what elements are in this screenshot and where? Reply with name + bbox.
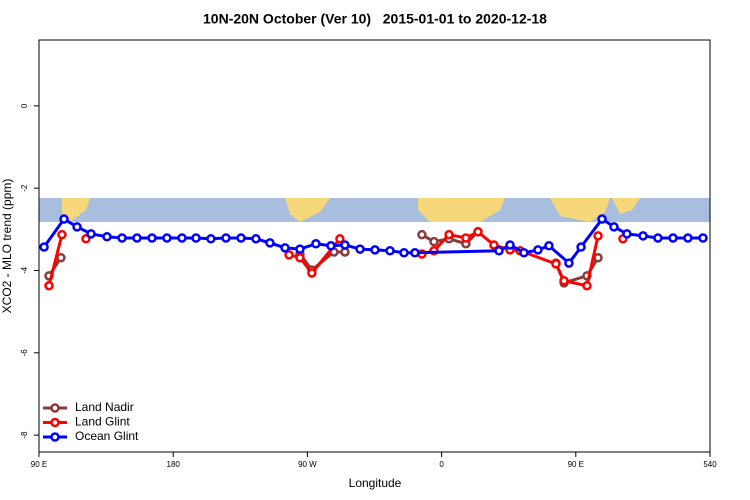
point: [236, 233, 246, 243]
point: [597, 214, 607, 224]
point: [132, 233, 142, 243]
legend-marker: [50, 403, 60, 413]
point: [461, 233, 471, 243]
point: [221, 233, 231, 243]
point: [609, 222, 619, 232]
y-tick-label: -2: [20, 184, 29, 192]
point: [295, 244, 305, 254]
point: [559, 276, 569, 286]
point: [251, 234, 261, 244]
point: [683, 233, 693, 243]
point: [593, 252, 603, 263]
point: [505, 240, 515, 250]
point: [284, 250, 294, 260]
y-tick-label: -4: [20, 266, 29, 274]
point: [39, 242, 49, 252]
x-tick-label: 90 W: [298, 460, 317, 469]
legend-marker: [50, 432, 60, 442]
point: [533, 245, 543, 255]
point: [355, 244, 365, 254]
x-tick-label: 540: [703, 460, 717, 469]
point: [147, 233, 157, 243]
point: [417, 229, 427, 240]
series-line: [42, 217, 703, 266]
point: [399, 248, 409, 258]
point: [162, 233, 172, 243]
point: [86, 229, 96, 239]
y-tick-label: 0: [20, 103, 29, 108]
point: [622, 229, 632, 239]
legend-label: Ocean Glint: [75, 429, 139, 443]
point: [429, 236, 439, 247]
y-tick-label: -6: [20, 349, 29, 357]
chart-title: 10N-20N October (Ver 10) 2015-01-01 to 2…: [203, 11, 547, 27]
plot-frame: [38, 39, 711, 453]
point: [489, 240, 499, 250]
point: [56, 252, 66, 263]
series-line: [47, 230, 600, 285]
point: [444, 229, 454, 240]
point: [593, 231, 603, 241]
point: [494, 245, 504, 256]
point: [473, 227, 483, 237]
x-tick-label: 90 E: [568, 460, 584, 469]
x-tick-label: 90 E: [31, 460, 47, 469]
legend-marker: [50, 417, 60, 428]
y-tick-label: -8: [20, 431, 29, 439]
point: [102, 231, 112, 242]
point: [295, 252, 305, 263]
y-axis-label: XCO2 - MLO trend (ppm): [0, 179, 14, 314]
point: [638, 231, 648, 241]
point: [698, 233, 708, 243]
point: [410, 248, 420, 258]
x-tick-label: 180: [167, 460, 181, 469]
x-axis-label: Longitude: [349, 476, 402, 490]
point: [57, 229, 67, 240]
point: [340, 240, 350, 250]
point: [265, 238, 275, 248]
legend-label: Land Glint: [75, 415, 130, 429]
point: [326, 241, 336, 251]
point: [385, 245, 395, 256]
point: [335, 234, 345, 244]
point: [311, 238, 321, 249]
point: [576, 242, 586, 252]
point: [307, 268, 317, 278]
point: [370, 245, 380, 255]
point: [280, 243, 290, 253]
point: [544, 241, 554, 251]
point: [44, 280, 54, 291]
point: [177, 233, 187, 243]
point: [668, 233, 678, 243]
point: [519, 248, 529, 258]
point: [117, 233, 127, 243]
point: [44, 271, 54, 281]
point: [191, 233, 201, 243]
point: [72, 222, 82, 232]
x-tick-label: 0: [439, 460, 444, 469]
point: [206, 234, 216, 244]
point: [564, 258, 574, 268]
legend-label: Land Nadir: [75, 400, 134, 414]
point: [551, 259, 561, 269]
point: [59, 214, 69, 224]
map-strip: [39, 198, 710, 222]
point: [582, 280, 592, 291]
point: [653, 233, 663, 243]
